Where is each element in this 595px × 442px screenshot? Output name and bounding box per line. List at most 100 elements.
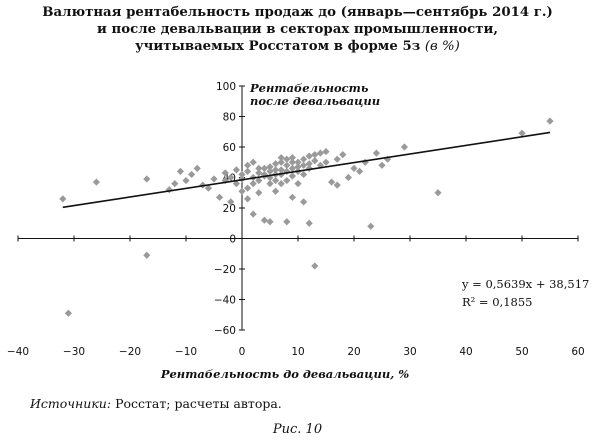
data-point <box>244 161 252 169</box>
data-point <box>294 158 302 166</box>
x-tick-label: 10 <box>291 346 304 358</box>
chart-title: Валютная рентабельность продаж до (январ… <box>0 4 595 55</box>
y-tick-label: 20 <box>223 203 236 215</box>
title-line-3: учитываемых Росстатом в форме 5з (в %) <box>0 38 595 55</box>
data-point <box>238 170 246 179</box>
data-point <box>272 187 280 195</box>
data-point <box>344 173 352 182</box>
data-point <box>249 210 257 218</box>
source-text: Росстат; расчеты автора. <box>115 396 282 411</box>
data-point <box>288 154 296 162</box>
data-point <box>143 175 151 183</box>
data-point <box>272 160 280 168</box>
data-point <box>244 167 252 175</box>
y-tick-label: −60 <box>214 325 236 337</box>
title-line-2: и после девальвации в секторах промышлен… <box>97 22 498 37</box>
data-point <box>266 218 274 226</box>
x-tick-label: −30 <box>63 346 85 358</box>
y-tick-label: −20 <box>214 264 236 276</box>
y-tick-label: 80 <box>223 112 236 124</box>
data-point <box>277 180 285 188</box>
data-point <box>260 164 268 172</box>
data-point <box>266 180 274 188</box>
data-point <box>188 170 196 179</box>
data-point <box>333 181 341 189</box>
data-point <box>518 129 526 137</box>
data-point <box>277 166 285 174</box>
data-point <box>283 218 291 226</box>
data-point <box>305 152 313 160</box>
data-point <box>356 167 364 175</box>
data-point <box>300 161 308 169</box>
x-tick-label: −20 <box>119 346 141 358</box>
data-point <box>260 170 268 179</box>
data-point <box>378 161 386 169</box>
data-point <box>322 147 330 156</box>
scatter-chart: −40−30−20−100102030405060−60−40−20020406… <box>7 81 590 381</box>
data-point <box>372 149 380 157</box>
trendline-r2: R² = 0,1855 <box>462 295 532 309</box>
title-line-1: Валютная рентабельность продаж до (январ… <box>42 5 553 20</box>
title-line-3-text: учитываемых Росстатом в форме 5з <box>135 39 421 54</box>
data-point <box>92 178 100 186</box>
x-axis-label: Рентабельность до девальвации, % <box>160 367 409 381</box>
data-point <box>266 163 274 171</box>
data-point <box>311 262 319 270</box>
data-point <box>204 184 212 192</box>
data-point <box>305 160 313 168</box>
trendline-equation: y = 0,5639x + 38,517 <box>461 277 589 291</box>
figure-caption: Рис. 10 <box>272 422 323 437</box>
data-point <box>193 164 201 172</box>
data-points <box>59 117 554 317</box>
data-point <box>283 176 291 185</box>
data-point <box>288 172 296 180</box>
data-point <box>210 175 218 183</box>
data-point <box>311 151 319 159</box>
data-point <box>283 161 291 169</box>
data-point <box>165 186 173 194</box>
data-point <box>272 176 280 185</box>
data-point <box>255 169 263 177</box>
data-point <box>300 155 308 163</box>
axes: −40−30−20−100102030405060−60−40−20020406… <box>7 81 585 358</box>
data-point <box>244 195 252 203</box>
x-tick-label: 30 <box>403 346 416 358</box>
data-point <box>339 151 347 159</box>
data-point <box>400 143 408 151</box>
source-label: Источники: <box>30 396 112 411</box>
data-point <box>255 164 263 172</box>
y-axis-label-line-1: Рентабельность <box>249 81 369 95</box>
x-tick-label: −40 <box>7 346 29 358</box>
data-point <box>255 189 263 197</box>
data-point <box>434 189 442 197</box>
data-point <box>288 158 296 166</box>
data-point <box>249 180 257 188</box>
data-point <box>143 251 151 259</box>
data-point <box>176 167 184 175</box>
data-point <box>216 193 224 201</box>
data-point <box>294 163 302 171</box>
data-point <box>350 164 358 172</box>
source-note: Источники: Росстат; расчеты автора. <box>30 396 282 411</box>
data-point <box>238 187 246 195</box>
data-point <box>316 149 324 157</box>
data-point <box>171 180 179 188</box>
data-point <box>255 176 263 185</box>
data-point <box>300 170 308 179</box>
data-point <box>59 195 67 203</box>
data-point <box>546 117 554 125</box>
y-axis-label-line-2: после девальвации <box>250 94 380 108</box>
data-point <box>227 173 235 182</box>
x-tick-label: 50 <box>515 346 528 358</box>
data-point <box>367 222 375 230</box>
x-tick-label: 0 <box>239 346 246 358</box>
data-point <box>260 216 268 224</box>
x-tick-label: 40 <box>459 346 472 358</box>
data-point <box>288 193 296 201</box>
title-unit: (в %) <box>424 39 460 54</box>
data-point <box>232 166 240 174</box>
data-point <box>283 155 291 163</box>
data-point <box>272 166 280 174</box>
data-point <box>333 155 341 163</box>
